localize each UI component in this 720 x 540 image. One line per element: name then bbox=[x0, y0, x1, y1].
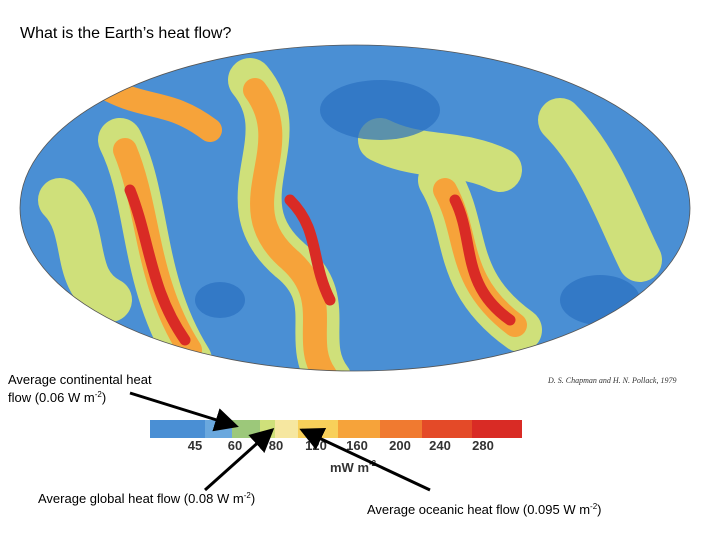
oceanic-label: Average oceanic heat flow (0.095 W m-2) bbox=[367, 502, 602, 517]
slide-title: What is the Earth’s heat flow? bbox=[20, 25, 231, 42]
map-credit: D. S. Chapman and H. N. Pollack, 1979 bbox=[547, 376, 676, 385]
heat-flow-map bbox=[20, 45, 690, 371]
scale-tick-label: 80 bbox=[269, 438, 283, 453]
scale-tick-label: 280 bbox=[472, 438, 494, 453]
scale-tick-label: 160 bbox=[346, 438, 368, 453]
scale-tick-label: 45 bbox=[188, 438, 202, 453]
scale-tick-label: 60 bbox=[228, 438, 242, 453]
global-label: Average global heat flow (0.08 W m-2) bbox=[38, 491, 255, 506]
arrows bbox=[129, 391, 431, 492]
map-outline bbox=[19, 44, 691, 372]
continental-label: flow (0.06 W m-2) bbox=[8, 390, 106, 405]
continental-label: Average continental heat bbox=[8, 372, 152, 387]
scale-tick-label: 200 bbox=[389, 438, 411, 453]
scale-tick-label: 240 bbox=[429, 438, 451, 453]
